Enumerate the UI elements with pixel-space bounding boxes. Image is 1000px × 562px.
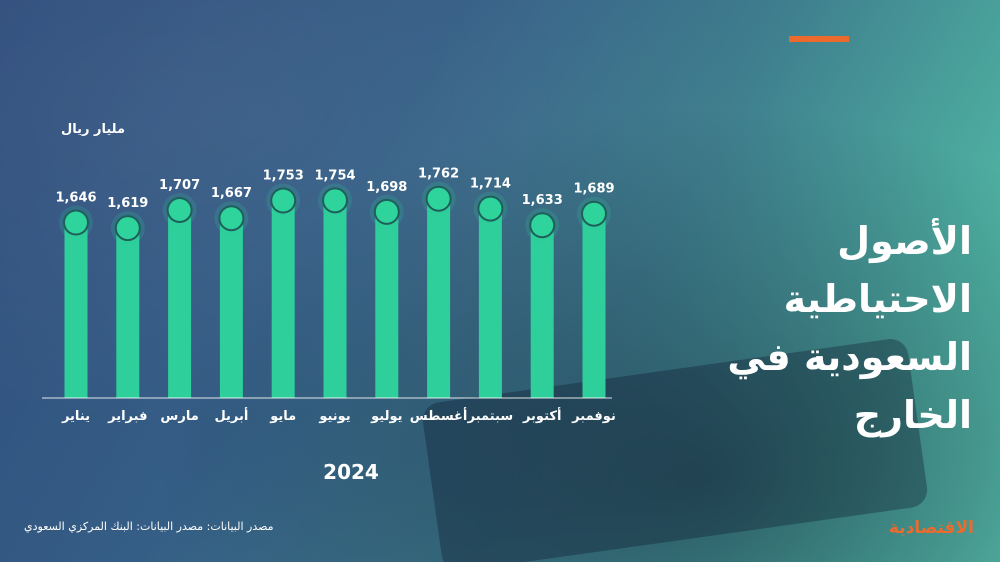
unit-label: مليار ريال	[60, 122, 126, 137]
bar-dot	[65, 211, 87, 234]
category-label: مارس	[160, 409, 198, 424]
category-label: أبريل	[214, 407, 248, 424]
category-label: فبراير	[107, 409, 147, 424]
bar	[427, 198, 451, 398]
bar	[168, 210, 192, 398]
bar	[582, 213, 606, 398]
bar	[375, 211, 399, 398]
category-label: سبتمبر	[467, 409, 514, 424]
bar-dot	[479, 197, 502, 220]
bar	[530, 225, 554, 398]
data-label: 1,667	[211, 186, 252, 201]
bar-dot	[531, 214, 554, 237]
bar-dot	[324, 189, 346, 212]
category-label: يوليو	[370, 409, 402, 424]
source-text: مصدر البيانات: مصدر البيانات: البنك المر…	[24, 520, 274, 533]
year-label: 2024	[323, 460, 379, 484]
data-label: 1,753	[263, 169, 304, 184]
data-label: 1,698	[366, 180, 407, 195]
bar	[219, 218, 243, 398]
bar	[478, 208, 502, 398]
category-label: يونيو	[318, 409, 350, 424]
data-label: 1,754	[314, 168, 355, 183]
bar	[271, 200, 295, 398]
bar-dot	[220, 207, 243, 230]
category-label: أكتوبر	[522, 407, 561, 424]
data-label: 1,689	[573, 182, 614, 197]
bar	[116, 228, 140, 398]
bar-dot	[375, 200, 398, 223]
category-label: نوفمبر	[571, 409, 616, 424]
category-label: مايو	[269, 409, 296, 424]
infographic-title: الأصول الاحتياطية السعودية في الخارج	[652, 212, 972, 444]
data-label: 1,707	[159, 178, 200, 193]
data-label: 1,619	[107, 196, 148, 211]
title-line-1: الأصول الاحتياطية	[783, 219, 972, 321]
data-label: 1,762	[418, 167, 459, 182]
bar-dot	[272, 189, 295, 212]
data-label: 1,633	[522, 193, 563, 208]
accent-bar	[789, 36, 849, 42]
bar-dot	[168, 199, 191, 222]
data-label: 1,714	[470, 177, 511, 192]
bar	[323, 200, 347, 398]
bar-dot	[583, 202, 605, 225]
bar	[64, 222, 88, 398]
publisher-logo: الاقتصادية	[888, 518, 974, 538]
title-line-2: السعودية في	[727, 335, 972, 379]
bar-dot	[427, 187, 450, 210]
data-label: 1,646	[55, 191, 96, 206]
category-label: يناير	[61, 409, 90, 424]
title-line-3: الخارج	[853, 393, 972, 437]
bar-dot	[116, 217, 139, 240]
category-label: أغسطس	[410, 407, 468, 424]
